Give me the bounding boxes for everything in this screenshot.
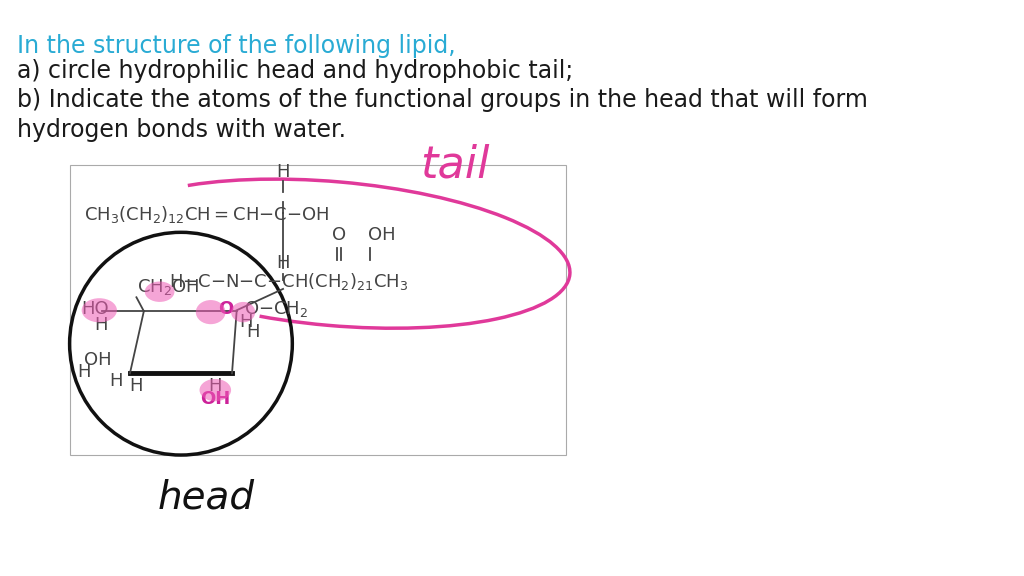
Text: H$-$C$-$N$-$C$-$CH(CH$_2$)$_{21}$CH$_3$: H$-$C$-$N$-$C$-$CH(CH$_2$)$_{21}$CH$_3$ <box>169 271 409 292</box>
Text: hydrogen bonds with water.: hydrogen bonds with water. <box>16 118 346 142</box>
Text: O: O <box>332 226 346 244</box>
Text: O: O <box>218 300 233 319</box>
Text: O$-$CH$_2$: O$-$CH$_2$ <box>244 300 308 319</box>
Text: CH$_2$OH: CH$_2$OH <box>137 277 200 297</box>
Text: OH: OH <box>369 226 396 244</box>
Text: H: H <box>240 313 253 331</box>
Text: OH: OH <box>200 391 230 408</box>
Text: H: H <box>209 377 222 395</box>
Ellipse shape <box>144 282 174 302</box>
Ellipse shape <box>200 379 231 401</box>
Text: tail: tail <box>420 144 489 187</box>
Text: In the structure of the following lipid,: In the structure of the following lipid, <box>16 34 456 58</box>
Text: H: H <box>94 316 109 334</box>
Text: b) Indicate the atoms of the functional groups in the head that will form: b) Indicate the atoms of the functional … <box>16 89 867 112</box>
Text: H: H <box>110 372 123 390</box>
Ellipse shape <box>82 298 117 323</box>
Text: a) circle hydrophilic head and hydrophobic tail;: a) circle hydrophilic head and hydrophob… <box>16 59 573 83</box>
Text: H: H <box>276 254 290 272</box>
Text: HO: HO <box>82 300 110 319</box>
Text: H: H <box>276 163 290 181</box>
Text: H: H <box>77 362 90 381</box>
Ellipse shape <box>196 300 225 324</box>
Text: H: H <box>130 377 143 395</box>
Bar <box>70 165 566 455</box>
Text: OH: OH <box>84 351 112 369</box>
Ellipse shape <box>231 302 255 323</box>
Text: CH$_3$(CH$_2$)$_{12}$CH$=$CH$-$C$-$OH: CH$_3$(CH$_2$)$_{12}$CH$=$CH$-$C$-$OH <box>84 204 329 225</box>
Text: H: H <box>246 323 259 340</box>
Text: head: head <box>158 479 255 517</box>
